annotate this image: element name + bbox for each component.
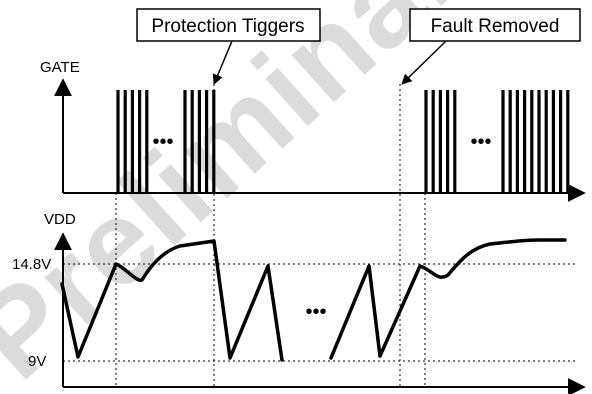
- gate-ellipsis-1: •••: [152, 131, 173, 153]
- vdd-waveform: [60, 238, 567, 362]
- callout-protection-label: Protection Tiggers: [151, 16, 304, 37]
- vdd-ellipsis: •••: [305, 301, 326, 323]
- gate-ellipsis-2: •••: [470, 131, 491, 153]
- time-guides: [115, 84, 426, 387]
- watermark: Preliminary: [0, 0, 540, 394]
- vdd-axis-label: VDD: [44, 211, 76, 228]
- callout-fault-label: Fault Removed: [431, 16, 560, 37]
- callout-protection: Protection Tiggers: [136, 8, 321, 85]
- level-lines: 14.8V 9V: [12, 256, 578, 370]
- gate-axis-label: GATE: [40, 59, 80, 76]
- callout-fault: Fault Removed: [401, 8, 581, 85]
- gate-axes: GATE: [40, 59, 586, 202]
- watermark-text: Preliminary: [0, 0, 540, 394]
- level-low-label: 9V: [28, 353, 46, 370]
- level-high-label: 14.8V: [12, 256, 51, 273]
- gate-pulses: [116, 90, 570, 193]
